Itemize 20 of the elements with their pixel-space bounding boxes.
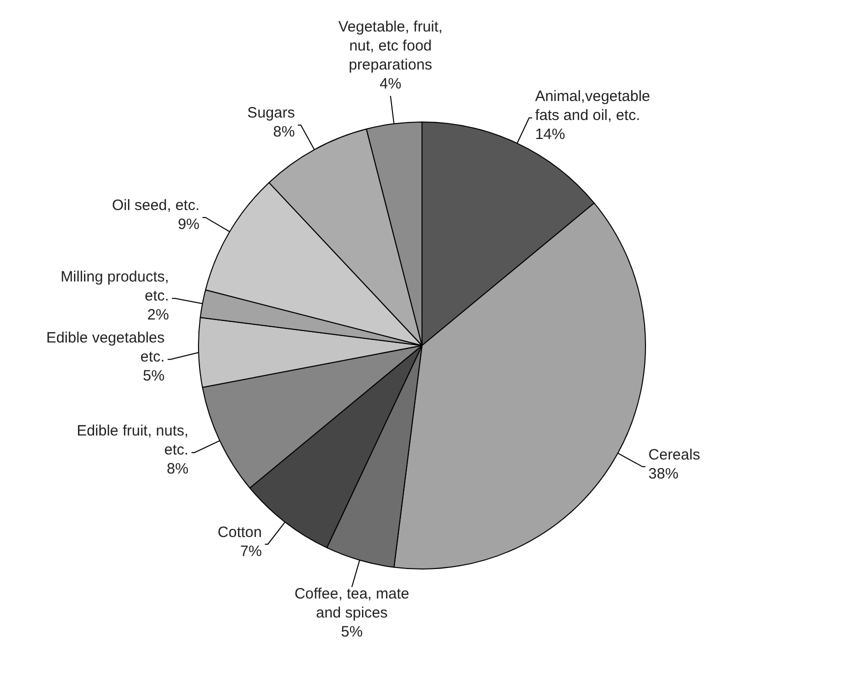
slice-label: Cotton	[218, 524, 262, 541]
data-label: 8%	[273, 124, 295, 141]
slice-label: Oil seed, etc.	[112, 197, 200, 214]
slice-label: Edible vegetables etc.	[46, 330, 165, 366]
data-label: 9%	[178, 216, 200, 234]
data-label: 8%	[166, 460, 188, 478]
slice-label: Edible fruit, nuts, etc.	[76, 422, 188, 459]
data-label: 4%	[380, 76, 402, 93]
slice-label: Animal,vegetable fats and oil, etc.	[535, 88, 650, 124]
slice-label: Sugars	[247, 104, 295, 122]
data-label: 2%	[147, 306, 169, 324]
data-label: 5%	[340, 624, 363, 641]
data-label: 7%	[240, 542, 262, 560]
slice-label: Vegetable, fruit, nut, etc food preparations	[338, 18, 443, 74]
data-label: 14%	[535, 126, 566, 144]
slice-label: Coffee, tea, mate and spices	[294, 586, 410, 622]
data-label: 38%	[648, 465, 678, 482]
data-label: 5%	[142, 368, 165, 385]
slice-label: Milling products, etc.	[60, 268, 169, 305]
slice-label: Cereals	[648, 446, 700, 464]
